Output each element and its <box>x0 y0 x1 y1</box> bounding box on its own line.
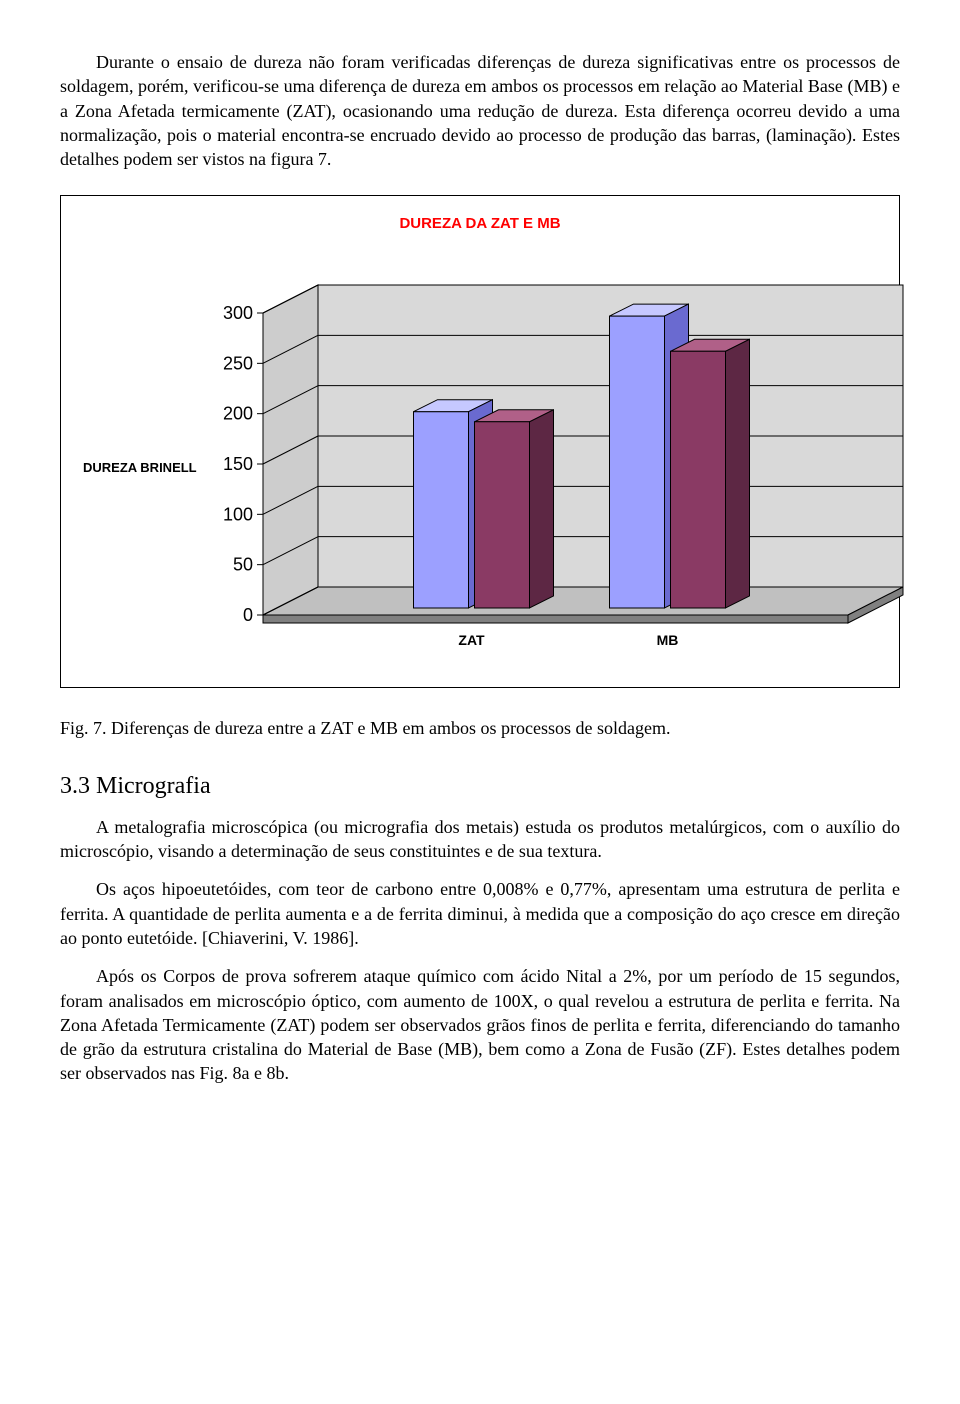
body-paragraph-2: Os aços hipoeutetóides, com teor de carb… <box>60 877 900 950</box>
section-title: Micrografia <box>96 773 211 799</box>
section-number: 3.3 <box>60 773 90 799</box>
intro-paragraph: Durante o ensaio de dureza não foram ver… <box>60 50 900 171</box>
svg-text:300: 300 <box>223 303 253 323</box>
chart-container: DUREZA DA ZAT E MB DUREZA BRINELL 0 50 100… <box>60 195 900 688</box>
bar-chart-3d: 0 50 100 150 200 250 300 ZAT MB <box>203 275 913 655</box>
body-paragraph-1: A metalografia microscópica (ou microgra… <box>60 815 900 864</box>
svg-text:0: 0 <box>243 605 253 625</box>
svg-text:200: 200 <box>223 403 253 423</box>
chart-plot-area: 0 50 100 150 200 250 300 ZAT MB <box>203 275 913 661</box>
svg-text:150: 150 <box>223 454 253 474</box>
svg-text:250: 250 <box>223 353 253 373</box>
svg-text:MB: MB <box>656 632 678 648</box>
svg-text:ZAT: ZAT <box>458 632 485 648</box>
body-paragraph-3: Após os Corpos de prova sofrerem ataque … <box>60 964 900 1085</box>
svg-text:100: 100 <box>223 504 253 524</box>
figure-caption: Fig. 7. Diferenças de dureza entre a ZAT… <box>60 716 900 740</box>
chart-title: DUREZA DA ZAT E MB <box>83 214 877 234</box>
section-heading: 3.3 Micrografia <box>60 770 900 802</box>
svg-text:50: 50 <box>233 554 253 574</box>
chart-y-axis-label: DUREZA BRINELL <box>83 459 197 477</box>
